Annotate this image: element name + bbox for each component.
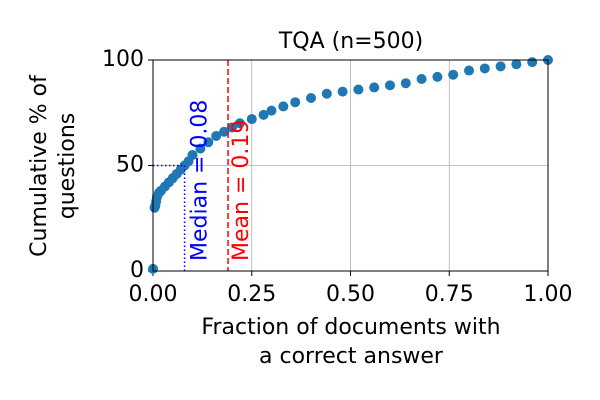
point [203,137,214,148]
point [337,86,348,97]
point [290,97,301,108]
chart-title: TQA (n=500) [278,29,423,54]
y-tick-label: 100 [102,47,144,72]
point [369,82,380,93]
median-label: Median = 0.08 [188,100,213,261]
point [448,69,459,80]
point [321,88,332,99]
point [527,57,538,68]
point [195,143,206,154]
point [278,101,289,112]
plot-frame [152,59,549,272]
point [479,63,490,74]
point [266,105,277,116]
point [495,61,506,72]
x-tick-label: 0.50 [326,282,375,307]
point [234,118,245,129]
point [219,126,230,137]
point [211,130,222,141]
x-tick-label: 0.00 [129,282,178,307]
point [353,84,364,95]
y-axis-label: Cumulative % of [27,74,52,257]
x-axis-label: Fraction of documents with [201,315,500,340]
point [258,109,269,120]
point [227,122,237,133]
y-tick-label: 50 [116,153,144,178]
x-axis-label: a correct answer [259,344,444,369]
point [416,73,427,84]
x-tick-label: 1.00 [524,282,573,307]
mean-label: Mean = 0.19 [229,120,254,261]
x-tick-label: 0.25 [227,282,276,307]
point [187,149,198,160]
point [246,114,257,125]
point [306,92,316,103]
y-axis-label: questions [55,113,80,220]
x-tick-label: 0.75 [425,282,474,307]
point [400,78,411,89]
point [511,59,522,70]
point [464,65,474,76]
y-tick-label: 0 [130,258,144,283]
point [385,80,395,91]
point [432,71,443,82]
